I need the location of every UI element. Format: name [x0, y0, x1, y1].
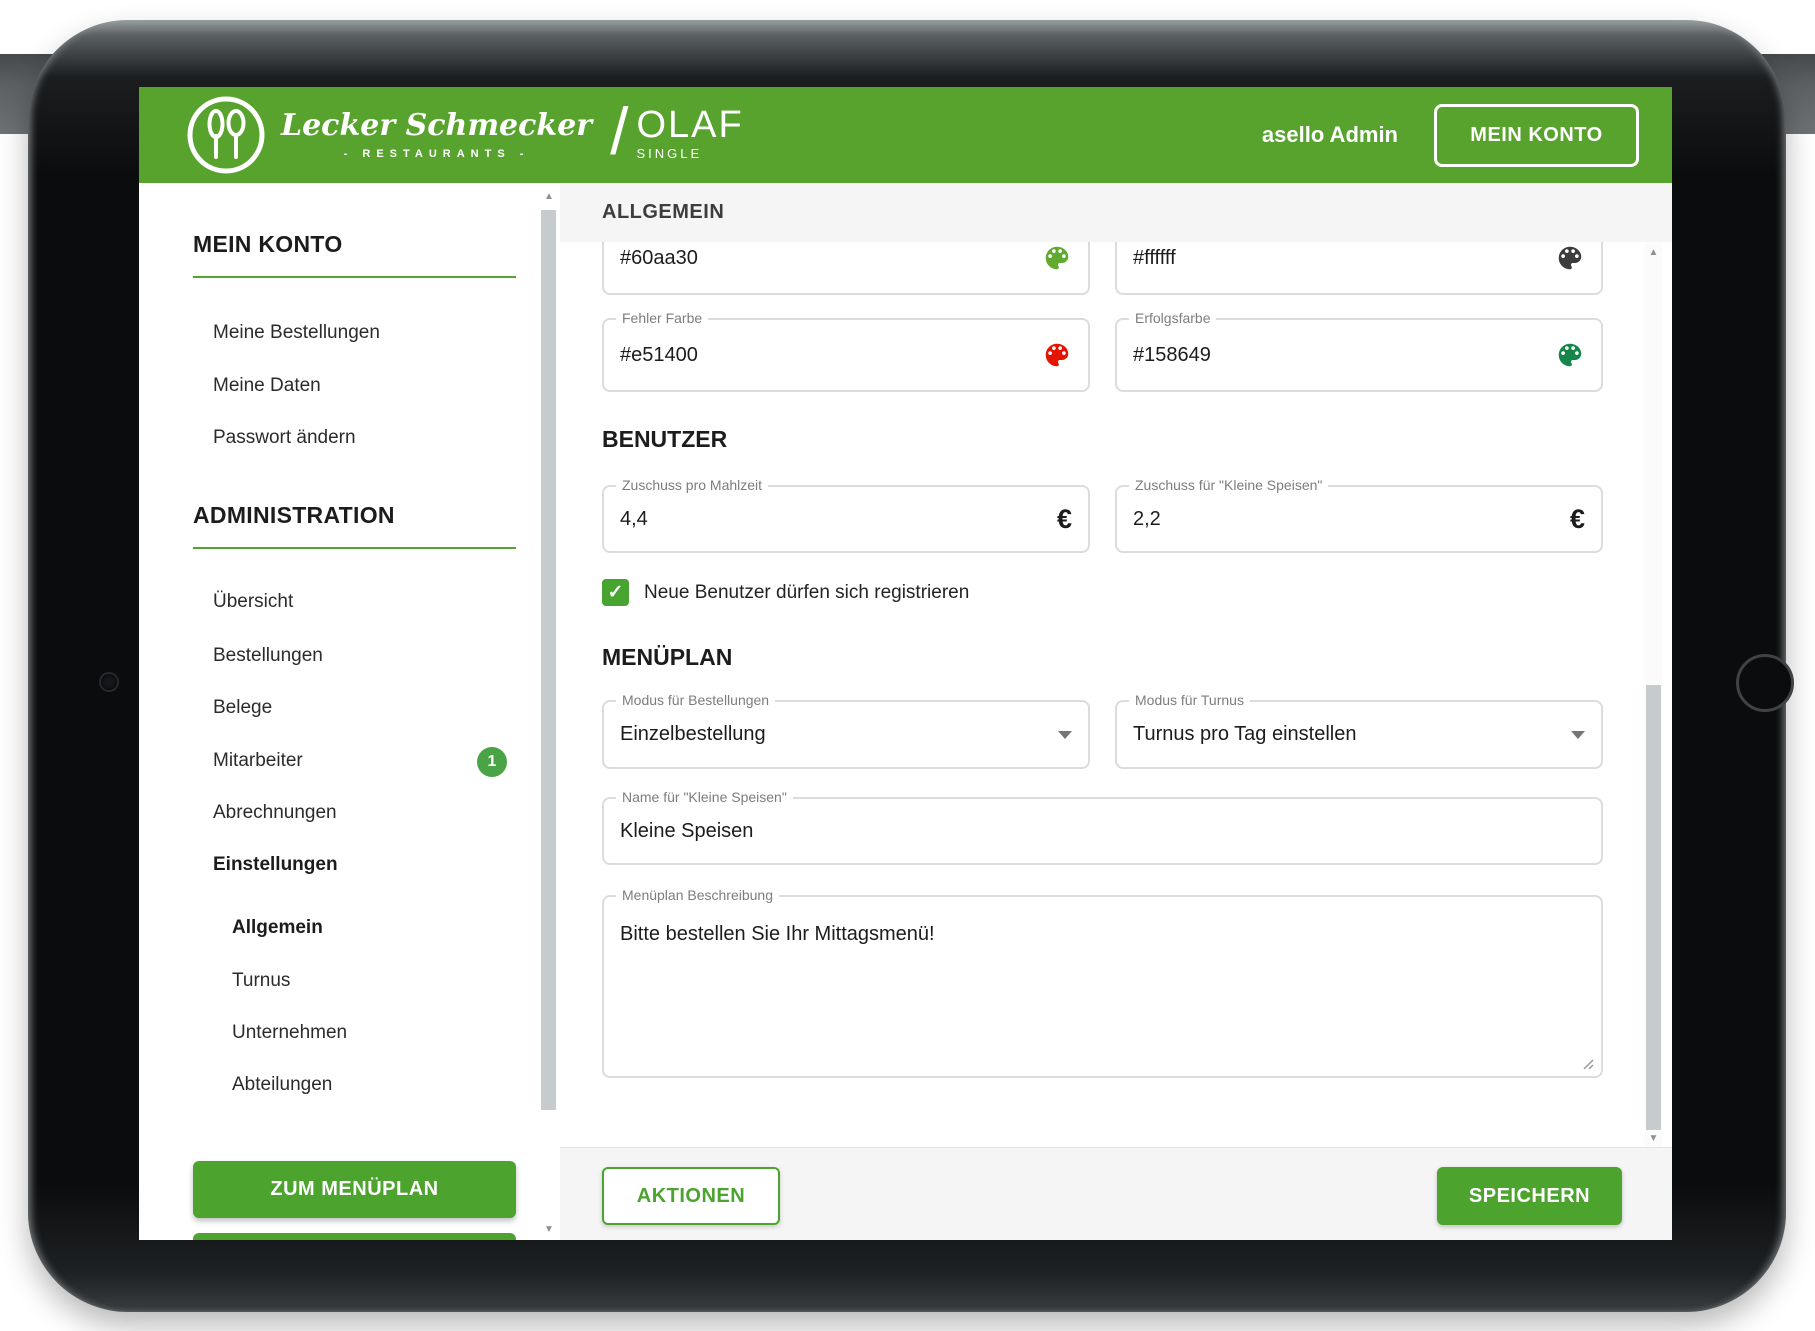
sidebar-heading-administration: ADMINISTRATION	[193, 502, 395, 528]
zuschuss-kleine-speisen-field[interactable]: Zuschuss für "Kleine Speisen" 2,2 €	[1115, 477, 1603, 553]
green-divider	[193, 276, 516, 278]
brand-separator: /	[610, 94, 629, 169]
resize-handle-icon[interactable]	[1580, 1056, 1594, 1070]
checkbox-label: Neue Benutzer dürfen sich registrieren	[644, 581, 970, 603]
field-value[interactable]: 4,4	[620, 507, 648, 530]
clipped-button-sliver[interactable]	[193, 1233, 516, 1240]
app-window: Lecker Schmecker - RESTAURANTS - / OLAF …	[139, 87, 1672, 1240]
logged-in-user: asello Admin	[1261, 122, 1398, 147]
brand-name: Lecker Schmecker	[281, 107, 593, 143]
erfolgsfarbe-field[interactable]: Erfolgsfarbe #158649	[1115, 310, 1603, 392]
sidebar: MEIN KONTO Meine Bestellungen Meine Date…	[139, 183, 538, 1240]
sidebar-item-passwort-aendern[interactable]: Passwort ändern	[213, 427, 356, 448]
name-kleine-speisen-field[interactable]: Name für "Kleine Speisen" Kleine Speisen	[602, 789, 1603, 865]
tablet-home-button[interactable]	[1736, 654, 1794, 712]
cutlery-logo-icon	[187, 96, 265, 174]
palette-icon[interactable]	[1555, 340, 1585, 370]
registration-checkbox-row[interactable]: ✓ Neue Benutzer dürfen sich registrieren	[602, 579, 969, 606]
sidebar-item-turnus[interactable]: Turnus	[232, 970, 291, 991]
brand-name-block: Lecker Schmecker - RESTAURANTS -	[281, 107, 593, 160]
scroll-down-icon[interactable]: ▼	[544, 1224, 554, 1235]
brand-logo: Lecker Schmecker - RESTAURANTS - / OLAF …	[139, 87, 744, 183]
scroll-up-icon[interactable]: ▲	[544, 191, 554, 202]
zuschuss-mahlzeit-field[interactable]: Zuschuss pro Mahlzeit 4,4 €	[602, 477, 1090, 553]
field-label: Zuschuss pro Mahlzeit	[616, 477, 769, 493]
sidebar-item-mitarbeiter[interactable]: Mitarbeiter	[213, 750, 303, 771]
palette-icon[interactable]	[1042, 340, 1072, 370]
color-value[interactable]: #e51400	[620, 343, 698, 366]
scroll-up-icon[interactable]: ▲	[1648, 247, 1659, 258]
zum-menueplan-button[interactable]: ZUM MENÜPLAN	[193, 1161, 516, 1218]
sidebar-item-uebersicht[interactable]: Übersicht	[213, 591, 294, 612]
sidebar-item-meine-daten[interactable]: Meine Daten	[213, 375, 321, 396]
checkbox-checked[interactable]: ✓	[602, 579, 629, 606]
sidebar-item-belege[interactable]: Belege	[213, 697, 273, 718]
tablet-camera	[101, 674, 117, 690]
field-label: Fehler Farbe	[616, 310, 709, 326]
sidebar-item-meine-bestellungen[interactable]: Meine Bestellungen	[213, 322, 380, 343]
field-label: Menüplan Beschreibung	[616, 887, 779, 903]
fehler-farbe-field[interactable]: Fehler Farbe #e51400	[602, 310, 1090, 392]
palette-icon[interactable]	[1555, 243, 1585, 273]
chevron-down-icon[interactable]	[1571, 730, 1585, 739]
check-icon: ✓	[607, 582, 624, 603]
sidebar-heading-mein-konto: MEIN KONTO	[193, 231, 343, 257]
product-name: OLAF	[636, 103, 744, 146]
euro-icon: €	[1056, 503, 1072, 534]
product-block: OLAF SINGLE	[636, 106, 743, 161]
sidebar-item-bestellungen[interactable]: Bestellungen	[213, 645, 323, 666]
section-title: ALLGEMEIN	[602, 201, 725, 223]
scrollbar-thumb[interactable]	[1646, 685, 1661, 1130]
field-label: Zuschuss für "Kleine Speisen"	[1129, 477, 1329, 493]
sidebar-item-abteilungen[interactable]: Abteilungen	[232, 1074, 333, 1095]
menueplan-beschreibung-textarea[interactable]: Menüplan Beschreibung Bitte bestellen Si…	[602, 887, 1603, 1078]
sidebar-item-allgemein[interactable]: Allgemein	[232, 917, 323, 938]
modus-bestellungen-select[interactable]: Modus für Bestellungen Einzelbestellung	[602, 692, 1090, 769]
benutzer-heading: BENUTZER	[602, 426, 728, 452]
chevron-down-icon[interactable]	[1058, 730, 1072, 739]
mitarbeiter-count-badge: 1	[477, 747, 507, 777]
settings-content: ALLGEMEIN #60aa30 #ffffff	[560, 183, 1672, 1240]
product-subtitle: SINGLE	[636, 145, 703, 161]
field-value[interactable]: Kleine Speisen	[620, 819, 754, 842]
header-right: asello Admin MEIN KONTO	[1261, 103, 1672, 167]
green-divider	[193, 547, 516, 549]
sidebar-item-abrechnungen[interactable]: Abrechnungen	[213, 802, 337, 823]
field-label: Modus für Turnus	[1129, 692, 1250, 708]
selected-value[interactable]: Turnus pro Tag einstellen	[1133, 723, 1357, 745]
mein-konto-button[interactable]: MEIN KONTO	[1434, 103, 1639, 167]
speichern-button[interactable]: SPEICHERN	[1437, 1167, 1622, 1225]
app-body: MEIN KONTO Meine Bestellungen Meine Date…	[139, 183, 1672, 1240]
field-label: Modus für Bestellungen	[616, 692, 776, 708]
color-value[interactable]: #60aa30	[620, 246, 698, 269]
section-header-bar: ALLGEMEIN	[560, 183, 1672, 242]
app-header: Lecker Schmecker - RESTAURANTS - / OLAF …	[139, 87, 1672, 183]
scrollbar-thumb[interactable]	[541, 210, 556, 1110]
palette-icon[interactable]	[1042, 243, 1072, 273]
color-value[interactable]: #158649	[1133, 343, 1211, 366]
content-scrollbar[interactable]: ▲ ▼	[1645, 242, 1662, 1147]
field-value[interactable]: 2,2	[1133, 507, 1161, 530]
aktionen-button[interactable]: AKTIONEN	[602, 1167, 780, 1225]
sidebar-item-einstellungen[interactable]: Einstellungen	[213, 854, 338, 875]
sidebar-scrollbar[interactable]: ▲ ▼	[538, 183, 560, 1240]
field-value[interactable]: Bitte bestellen Sie Ihr Mittagsmenü!	[620, 923, 935, 945]
selected-value[interactable]: Einzelbestellung	[620, 723, 766, 745]
field-label: Erfolgsfarbe	[1129, 310, 1217, 326]
color-value[interactable]: #ffffff	[1133, 246, 1176, 269]
scroll-down-icon[interactable]: ▼	[1648, 1133, 1659, 1144]
euro-icon: €	[1569, 503, 1585, 534]
modus-turnus-select[interactable]: Modus für Turnus Turnus pro Tag einstell…	[1115, 692, 1603, 769]
sidebar-item-unternehmen[interactable]: Unternehmen	[232, 1022, 348, 1043]
brand-tagline: - RESTAURANTS -	[343, 147, 530, 160]
menueplan-heading: MENÜPLAN	[602, 644, 733, 670]
field-label: Name für "Kleine Speisen"	[616, 789, 793, 805]
footer-action-bar: AKTIONEN SPEICHERN	[560, 1147, 1672, 1240]
